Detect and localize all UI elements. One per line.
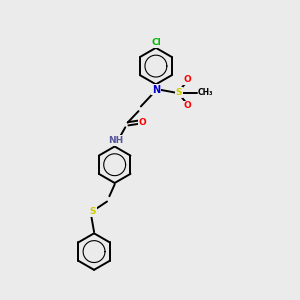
- Text: S: S: [90, 207, 96, 216]
- Text: O: O: [183, 75, 191, 84]
- Text: NH: NH: [108, 136, 123, 145]
- Text: N: N: [152, 85, 160, 94]
- Text: O: O: [139, 118, 146, 127]
- Text: CH₃: CH₃: [198, 88, 214, 97]
- Text: S: S: [176, 88, 182, 97]
- Text: Cl: Cl: [151, 38, 161, 47]
- Text: O: O: [183, 101, 191, 110]
